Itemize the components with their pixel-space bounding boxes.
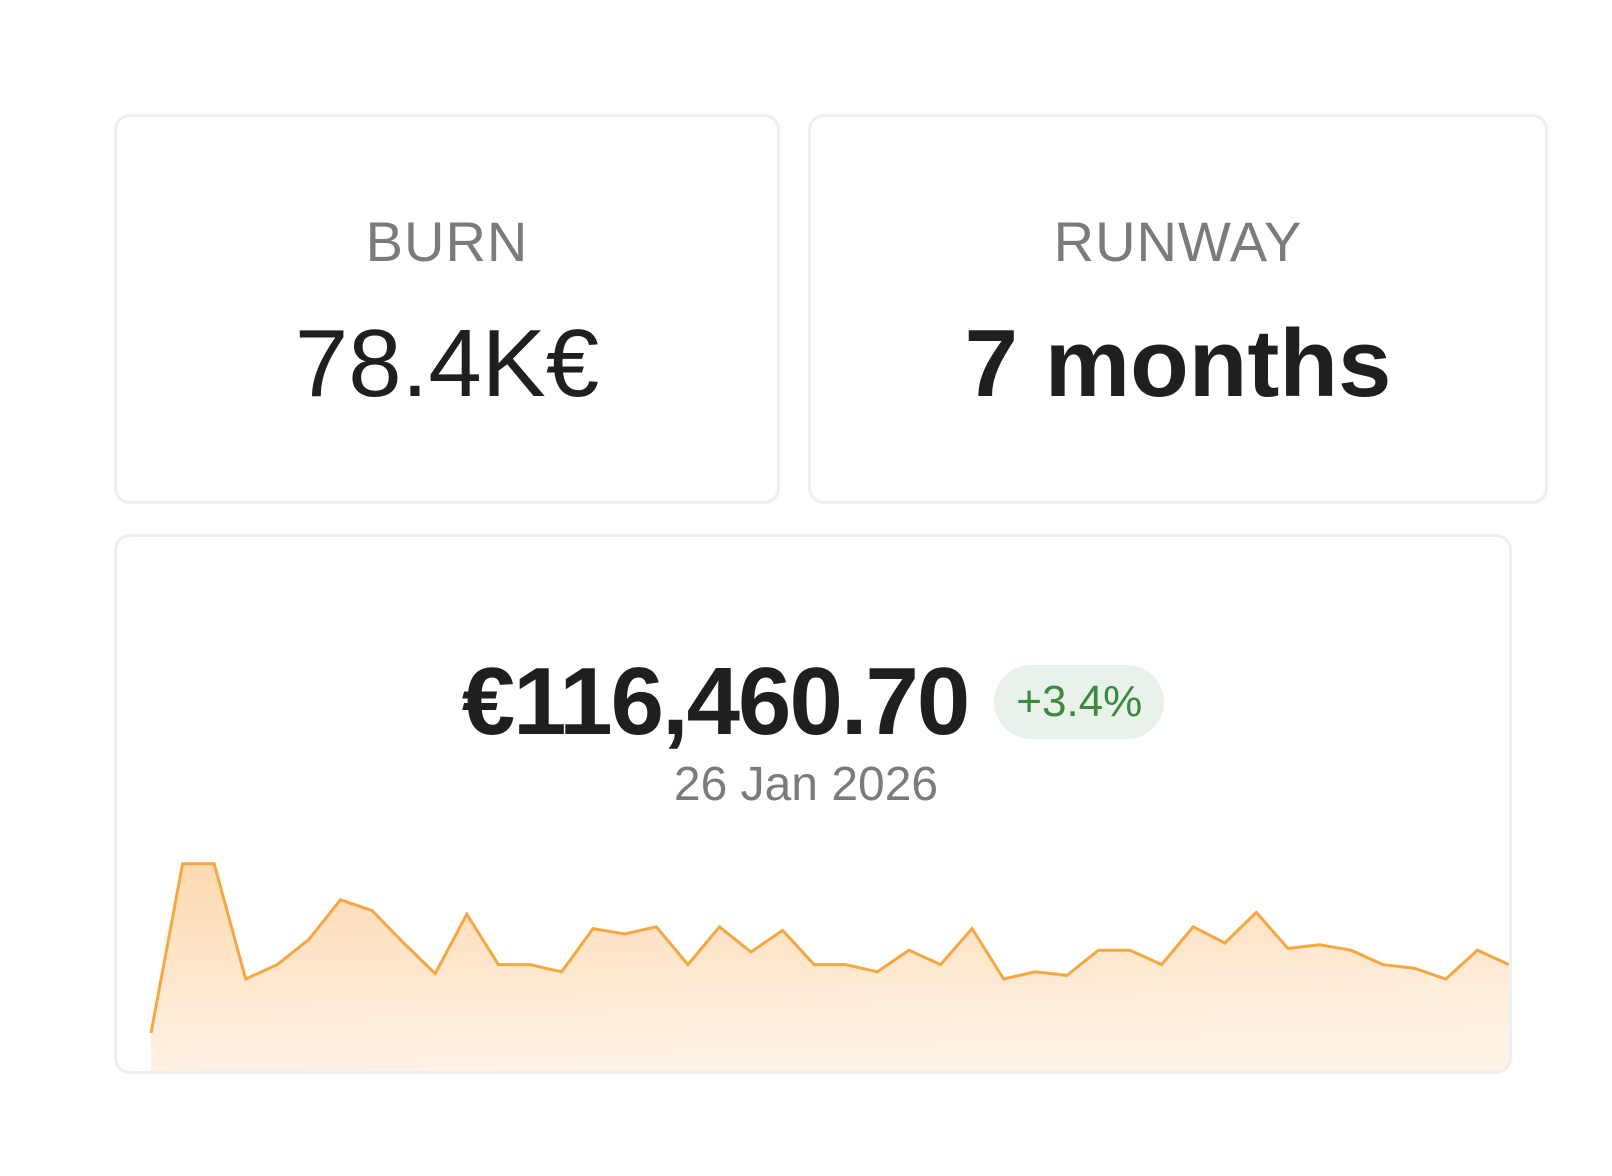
runway-label: RUNWAY bbox=[1053, 210, 1303, 273]
runway-card: RUNWAY 7 months bbox=[808, 114, 1548, 504]
burn-label: BURN bbox=[365, 210, 529, 273]
sparkline-area bbox=[151, 863, 1509, 1071]
balance-amount: €116,460.70 bbox=[461, 648, 971, 755]
balance-date: 26 Jan 2026 bbox=[673, 758, 939, 811]
burn-card: BURN 78.4K€ bbox=[114, 114, 780, 504]
balance-sparkline bbox=[149, 862, 1509, 1071]
change-badge: +3.4% bbox=[994, 665, 1165, 739]
balance-header: €116,460.70 +3.4% bbox=[117, 647, 1509, 757]
balance-card: €116,460.70 +3.4% 26 Jan 2026 bbox=[114, 534, 1512, 1074]
burn-value: 78.4K€ bbox=[294, 310, 600, 417]
runway-value: 7 months bbox=[964, 310, 1392, 417]
sparkline-line bbox=[149, 862, 1509, 1034]
